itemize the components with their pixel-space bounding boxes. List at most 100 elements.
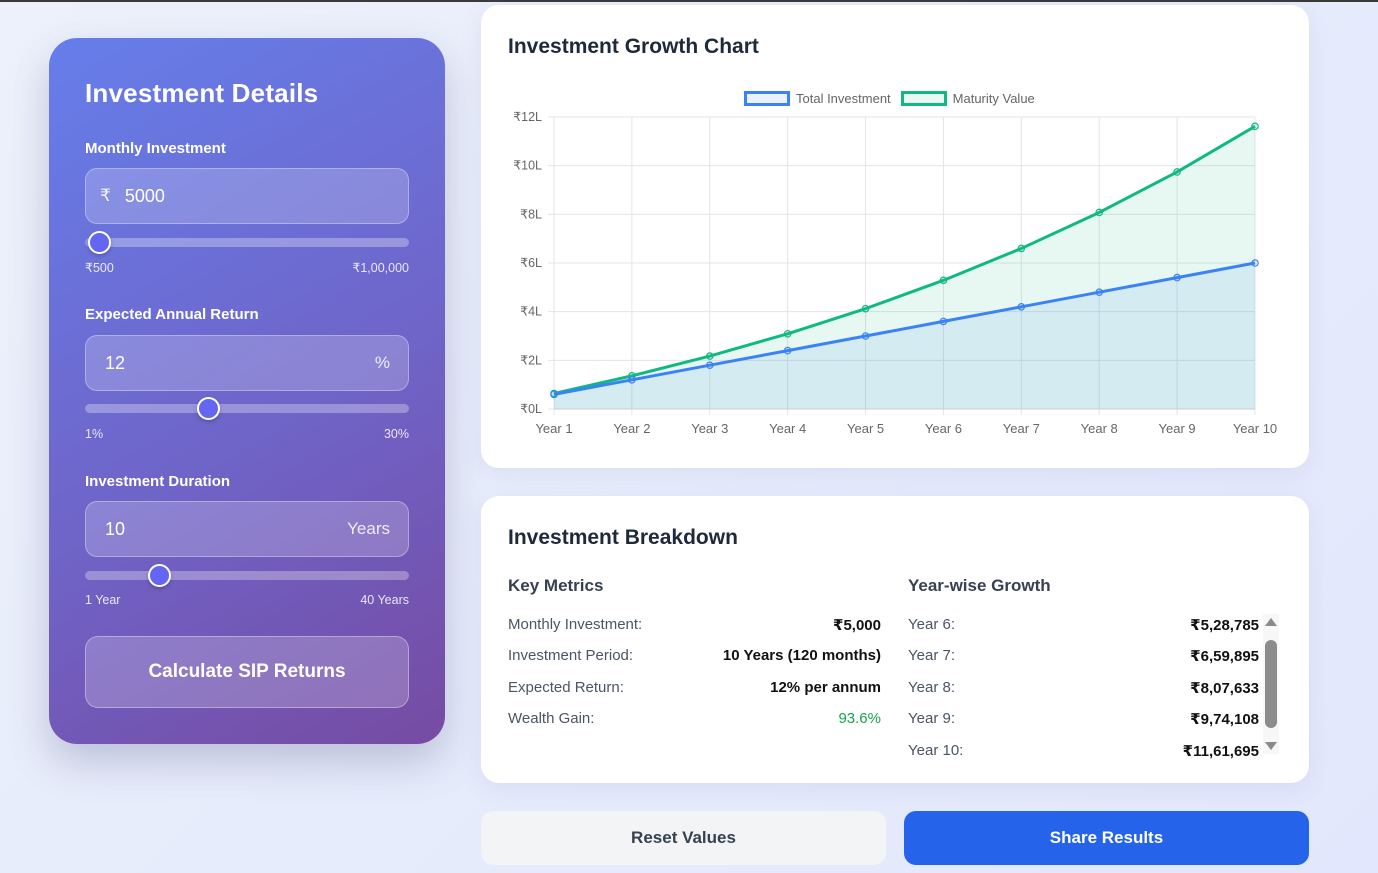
duration-range-labels: 1 Year 40 Years (85, 593, 409, 607)
year-row: Year 9: ₹9,74,108 (908, 710, 1259, 728)
range-max: ₹1,00,000 (352, 261, 409, 275)
expected-return-input[interactable]: 12 % (85, 335, 409, 391)
data-point[interactable] (861, 304, 870, 313)
range-max: 40 Years (360, 593, 409, 607)
year-label: Year 8: (908, 679, 955, 696)
legend-maturity-value[interactable]: Maturity Value (900, 91, 1035, 106)
yearwise-scrollbar[interactable] (1263, 614, 1279, 754)
svg-text:Year 8: Year 8 (1081, 421, 1118, 436)
years-suffix: Years (347, 519, 390, 538)
wealth-gain-value: 93.6% (838, 710, 881, 727)
scroll-down-arrow-icon[interactable] (1265, 742, 1277, 750)
monthly-range-labels: ₹500 ₹1,00,000 (85, 260, 409, 275)
legend-swatch-blue (744, 91, 790, 106)
scroll-up-arrow-icon[interactable] (1265, 618, 1277, 626)
investment-breakdown-card: Investment Breakdown Key Metrics Monthly… (481, 496, 1309, 783)
return-range-labels: 1% 30% (85, 427, 409, 441)
year-row: Year 8: ₹8,07,633 (908, 679, 1259, 697)
metric-value: ₹5,000 (833, 617, 881, 634)
range-min: ₹500 (85, 261, 114, 275)
chart-legend: Total Investment Maturity Value (744, 91, 1045, 106)
svg-text:Year 9: Year 9 (1159, 421, 1196, 436)
svg-text:Year 10: Year 10 (1233, 421, 1277, 436)
year-label: Year 10: (908, 742, 964, 759)
year-row: Year 6: ₹5,28,785 (908, 616, 1259, 634)
investment-duration-value[interactable]: 10 (105, 518, 126, 539)
data-point[interactable] (1017, 244, 1026, 253)
slider-thumb[interactable] (196, 397, 220, 420)
data-point[interactable] (861, 332, 870, 340)
investment-duration-input[interactable]: 10 Years (85, 501, 409, 557)
line-chart[interactable]: ₹0L ₹2L ₹4L ₹6L ₹8L ₹10L ₹12L Year 1 Year 2 Year … (481, 5, 1309, 468)
monthly-investment-value[interactable]: 5000 (124, 185, 165, 206)
panel-title: Investment Details (85, 78, 319, 108)
year-label: Year 6: (908, 616, 955, 633)
area-fill (554, 126, 1255, 409)
data-point[interactable] (783, 346, 792, 355)
expected-return-value[interactable]: 12 (105, 352, 126, 373)
svg-text:₹10L: ₹10L (513, 159, 542, 173)
range-min: 1 Year (85, 593, 121, 607)
range-max: 30% (383, 427, 409, 441)
svg-text:Year 2: Year 2 (613, 421, 650, 436)
rupee-icon: ₹ (100, 186, 111, 205)
year-row: Year 7: ₹6,59,895 (908, 647, 1259, 665)
svg-text:Year 1: Year 1 (535, 421, 572, 436)
reset-values-button[interactable]: Reset Values (481, 811, 886, 865)
year-row: Year 10: ₹11,61,695 (908, 742, 1259, 760)
investment-duration-slider[interactable] (85, 564, 409, 587)
percent-suffix: % (374, 353, 390, 372)
chart-title: Investment Growth Chart (508, 35, 759, 58)
svg-text:₹12L: ₹12L (513, 110, 542, 124)
svg-text:₹8L: ₹8L (520, 207, 542, 221)
data-point[interactable] (550, 390, 558, 399)
data-point[interactable] (783, 329, 792, 338)
slider-thumb[interactable] (148, 564, 172, 587)
data-point[interactable] (705, 361, 714, 370)
data-point[interactable] (628, 375, 636, 384)
calculate-sip-button[interactable]: Calculate SIP Returns (85, 636, 409, 708)
yearwise-growth-title: Year-wise Growth (908, 576, 1051, 595)
key-metrics-title: Key Metrics (508, 576, 604, 595)
share-results-button[interactable]: Share Results (904, 811, 1309, 865)
svg-text:Year 3: Year 3 (691, 421, 728, 436)
data-point[interactable] (705, 352, 714, 360)
investment-details-panel: Investment Details Monthly Investment ₹ … (49, 38, 445, 744)
legend-label: Total Investment (796, 91, 891, 106)
data-point[interactable] (1173, 168, 1181, 176)
area-fill (554, 263, 1255, 409)
svg-text:₹0L: ₹0L (520, 402, 542, 416)
svg-text:₹6L: ₹6L (520, 256, 542, 270)
metric-label: Wealth Gain: (508, 710, 595, 727)
series-line (553, 261, 1256, 396)
year-value: ₹5,28,785 (1190, 617, 1259, 634)
expected-return-label: Expected Annual Return (85, 306, 259, 323)
svg-text:Year 4: Year 4 (769, 421, 806, 436)
monthly-investment-slider[interactable] (85, 231, 409, 254)
data-point[interactable] (1251, 259, 1259, 267)
year-value: ₹9,74,108 (1190, 711, 1259, 728)
monthly-investment-input[interactable]: ₹ 5000 (85, 168, 409, 224)
data-point[interactable] (1095, 208, 1104, 217)
range-min: 1% (85, 427, 104, 441)
metric-label: Investment Period: (508, 647, 634, 664)
svg-text:₹4L: ₹4L (520, 305, 542, 319)
svg-text:Year 6: Year 6 (925, 421, 962, 436)
metric-label: Monthly Investment: (508, 616, 643, 633)
expected-return-slider[interactable] (85, 397, 409, 420)
data-point[interactable] (1173, 273, 1181, 282)
data-point[interactable] (1251, 122, 1259, 131)
scrollbar-thumb[interactable] (1265, 640, 1277, 728)
year-value: ₹11,61,695 (1182, 743, 1259, 760)
data-point[interactable] (939, 276, 948, 285)
year-value: ₹6,59,895 (1190, 648, 1259, 665)
legend-total-investment[interactable]: Total Investment (744, 91, 891, 106)
slider-thumb[interactable] (88, 231, 112, 254)
investment-duration-label: Investment Duration (85, 473, 231, 490)
data-point[interactable] (1095, 288, 1104, 297)
breakdown-title: Investment Breakdown (508, 526, 738, 549)
year-label: Year 7: (908, 647, 955, 664)
data-point[interactable] (939, 317, 948, 326)
metric-value: 12% per annum (770, 679, 881, 696)
data-point[interactable] (1017, 302, 1026, 311)
